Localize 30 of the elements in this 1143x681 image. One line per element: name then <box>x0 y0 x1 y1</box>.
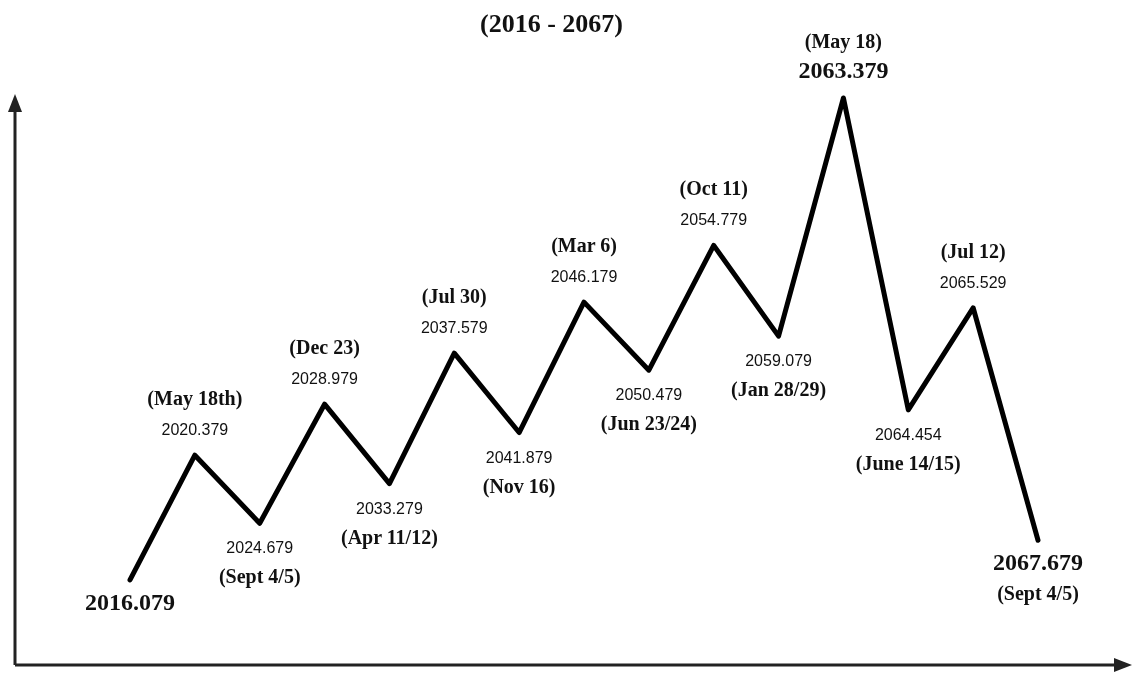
annotation: (Sept 4/5) <box>997 582 1079 606</box>
annotation: 2063.379 <box>798 57 889 83</box>
annotation: 2050.479 <box>615 386 683 404</box>
chart-title: (2016 - 2067) <box>480 9 623 38</box>
annotation: (Jul 30) <box>421 285 487 309</box>
annotation: 2037.579 <box>420 319 488 337</box>
annotation: (Jan 28/29) <box>731 378 827 402</box>
annotation: 2020.379 <box>161 421 229 439</box>
annotation: 2065.529 <box>939 273 1007 291</box>
annotation: (Apr 11/12) <box>341 525 438 549</box>
annotation: (Dec 23) <box>289 336 360 360</box>
annotation: (May 18) <box>804 30 883 53</box>
annotation: (June 14/15) <box>855 451 961 475</box>
annotation: 2024.679 <box>226 539 294 557</box>
annotation: 2064.454 <box>874 425 942 443</box>
annotation: (Nov 16) <box>482 474 556 498</box>
annotation: 2046.179 <box>550 268 618 286</box>
annotation: 2059.079 <box>745 352 813 370</box>
annotation: (Mar 6) <box>551 234 617 258</box>
annotation: 2054.779 <box>680 211 748 229</box>
annotation: 2033.279 <box>356 499 423 517</box>
annotation: (Sept 4/5) <box>218 565 301 589</box>
annotation: (Jul 12) <box>940 239 1006 263</box>
annotation: (Jun 23/24) <box>600 412 697 436</box>
annotation: (May 18th) <box>147 387 243 411</box>
annotation: 2041.879 <box>485 448 553 466</box>
annotation: 2016.079 <box>85 588 175 615</box>
annotation: 2067.679 <box>993 549 1083 576</box>
annotation: 2028.979 <box>291 370 359 388</box>
annotation: (Oct 11) <box>679 177 748 201</box>
